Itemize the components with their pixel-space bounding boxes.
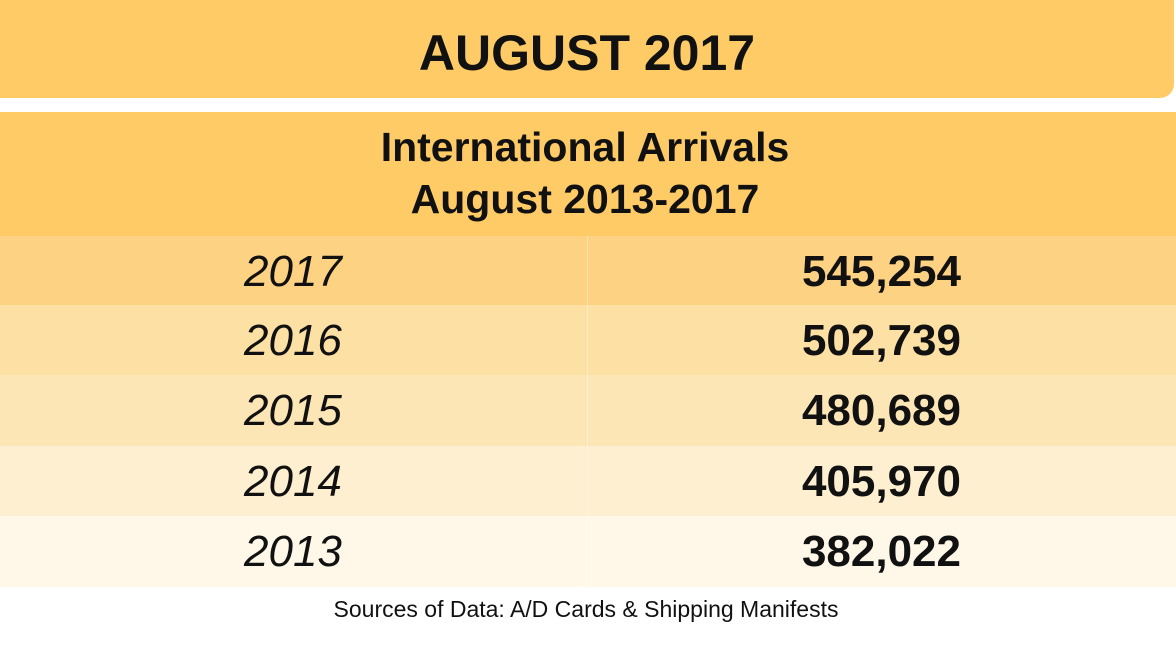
column-divider bbox=[587, 446, 588, 517]
title-banner bbox=[0, 0, 1174, 98]
year-cell: 2015 bbox=[244, 386, 342, 435]
table-title: International Arrivals bbox=[380, 124, 790, 170]
table-subtitle: August 2013-2017 bbox=[410, 176, 760, 222]
table-row: 2013 382,022 bbox=[0, 516, 1176, 587]
source-note: Sources of Data: A/D Cards & Shipping Ma… bbox=[333, 596, 839, 622]
title: AUGUST 2017 bbox=[418, 25, 756, 81]
table-row: 2014 405,970 bbox=[0, 446, 1176, 517]
value-cell: 480,689 bbox=[801, 386, 961, 435]
column-divider bbox=[587, 305, 588, 376]
year-cell: 2017 bbox=[244, 247, 342, 296]
value-cell: 405,970 bbox=[801, 457, 961, 506]
year-cell: 2013 bbox=[244, 527, 342, 576]
table-row: 2016 502,739 bbox=[0, 305, 1176, 376]
table-row: 2015 480,689 bbox=[0, 375, 1176, 446]
table-header: International Arrivals August 2013-2017 bbox=[0, 112, 1176, 236]
value-cell: 502,739 bbox=[801, 316, 961, 365]
column-divider bbox=[587, 516, 588, 587]
column-divider bbox=[587, 236, 588, 307]
column-divider bbox=[587, 375, 588, 446]
table-row: 2017 545,254 bbox=[0, 236, 1176, 307]
value-cell: 382,022 bbox=[801, 527, 961, 576]
value-cell: 545,254 bbox=[801, 247, 961, 296]
year-cell: 2016 bbox=[244, 316, 342, 365]
year-cell: 2014 bbox=[244, 457, 342, 506]
